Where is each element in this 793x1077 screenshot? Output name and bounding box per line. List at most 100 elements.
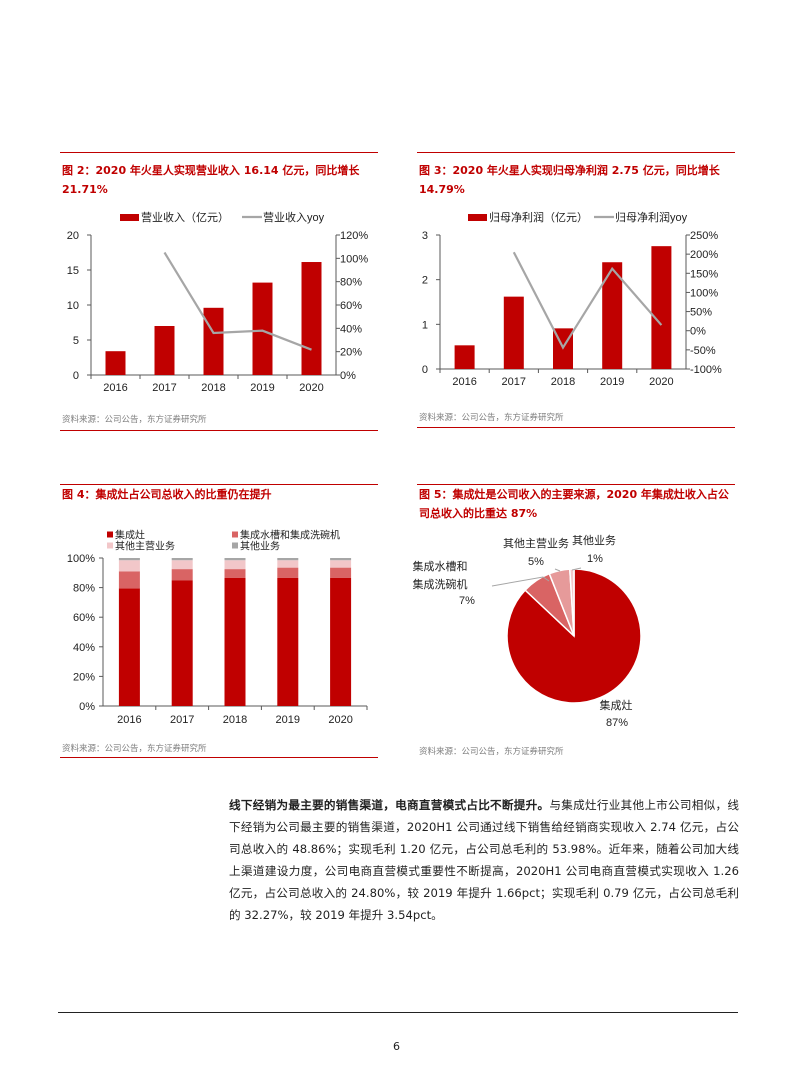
stacked-bar-segment [277, 567, 299, 578]
pie-label-name: 集成灶 [600, 698, 633, 712]
stacked-bar-segment [330, 560, 352, 568]
x-tick-label: 2016 [103, 382, 127, 394]
y-tick-label: 20 [67, 230, 79, 242]
legend-line-label: 归母净利润yoy [615, 210, 688, 224]
legend-bar-label: 营业收入（亿元） [141, 210, 229, 224]
pie-leader-line [491, 576, 550, 587]
y2-tick-label: 20% [340, 347, 362, 359]
stacked-bar-segment [277, 560, 299, 568]
pie-label-name: 集成洗碗机 [413, 577, 468, 591]
legend-line-label: 营业收入yoy [263, 210, 325, 224]
figure-4-title: 图 4：集成灶占公司总收入的比重仍在提升 [62, 488, 272, 501]
y2-tick-label: 100% [690, 287, 718, 299]
pie-leader-line [571, 567, 582, 571]
figure-bottom-rule [60, 757, 378, 758]
x-tick-label: 2018 [551, 376, 575, 388]
stacked-bar-segment [171, 558, 193, 561]
x-tick-label: 2019 [276, 714, 300, 726]
figure-2-source: 资料来源：公司公告，东方证券研究所 [62, 415, 207, 425]
figure-bottom-rule [60, 430, 378, 431]
legend-label: 集成灶 [115, 529, 145, 542]
pie-label-name: 其他主营业务 [503, 536, 569, 550]
bar [154, 326, 175, 375]
y-tick-label: 2 [422, 275, 428, 287]
bar [301, 262, 322, 375]
figure-top-rule [417, 152, 735, 153]
x-tick-label: 2020 [299, 382, 323, 394]
pie-label-value: 87% [606, 717, 628, 729]
y2-tick-label: -100% [690, 364, 722, 376]
y2-tick-label: 120% [340, 230, 368, 242]
figure-2-title: 图 2：2020 年火星人实现营业收入 16.14 亿元，同比增长 21.71% [62, 164, 360, 196]
figure-top-rule [60, 152, 378, 153]
legend-label: 其他业务 [240, 540, 280, 553]
pie-label-value: 7% [459, 595, 475, 607]
bar [203, 307, 224, 375]
bar [503, 296, 524, 369]
pie-label-name: 其他业务 [572, 534, 616, 547]
x-tick-label: 2016 [452, 376, 476, 388]
x-tick-label: 2017 [170, 714, 194, 726]
y2-tick-label: 40% [340, 323, 362, 335]
y-tick-label: 100% [67, 553, 95, 565]
yoy-line [163, 251, 312, 351]
pie-label-name: 集成水槽和 [413, 559, 468, 573]
y-tick-label: 15 [67, 265, 79, 277]
y-tick-label: 80% [73, 583, 95, 595]
bar [105, 351, 126, 375]
y2-tick-label: 60% [340, 300, 362, 312]
yoy-line [512, 251, 663, 350]
stacked-bar-segment [118, 560, 140, 572]
bar [651, 246, 672, 369]
bar [252, 282, 273, 375]
y-tick-label: 20% [73, 671, 95, 683]
bar [454, 345, 475, 369]
y2-tick-label: 0% [690, 326, 706, 338]
stacked-bar-segment [224, 558, 246, 561]
y2-tick-label: 200% [690, 249, 718, 261]
x-tick-label: 2017 [152, 382, 176, 394]
pie-slice [568, 568, 575, 637]
bar [602, 262, 623, 369]
stacked-bar-segment [330, 567, 352, 578]
footer-rule [58, 1012, 738, 1013]
stacked-bar-segment [277, 577, 299, 706]
y2-tick-label: 250% [690, 230, 718, 242]
stacked-bar-segment [224, 569, 246, 578]
legend-label: 集成水槽和集成洗碗机 [240, 529, 340, 542]
x-tick-label: 2020 [328, 714, 352, 726]
y2-tick-label: 50% [690, 307, 712, 319]
x-tick-label: 2017 [502, 376, 526, 388]
body-paragraph: 线下经销为最主要的销售渠道，电商直营模式占比不断提升。与集成灶行业其他上市公司相… [229, 794, 739, 926]
page-number: 6 [393, 1040, 400, 1053]
legend-bar-label: 归母净利润（亿元） [489, 210, 588, 224]
figure-5-title: 图 5：集成灶是公司收入的主要来源，2020 年集成灶收入占公司总收入的比重达 … [419, 488, 729, 520]
x-tick-label: 2016 [117, 714, 141, 726]
pie-leader-line [554, 568, 561, 572]
x-tick-label: 2020 [649, 376, 673, 388]
figure-5-source: 资料来源：公司公告，东方证券研究所 [419, 747, 564, 757]
paragraph-lead: 线下经销为最主要的销售渠道，电商直营模式占比不断提升。 [229, 798, 550, 812]
x-tick-label: 2018 [223, 714, 247, 726]
stacked-bar-segment [171, 580, 193, 706]
pie-label-value: 5% [528, 556, 544, 568]
legend-bar-swatch [120, 214, 139, 221]
figure-3-title: 图 3：2020 年火星人实现归母净利润 2.75 亿元，同比增长 14.79% [419, 164, 720, 196]
y2-tick-label: -50% [690, 345, 716, 357]
y-tick-label: 10 [67, 300, 79, 312]
y2-tick-label: 0% [340, 370, 356, 382]
legend-swatch [232, 542, 238, 549]
pie-label-value: 1% [587, 553, 603, 565]
figure-4-source: 资料来源：公司公告，东方证券研究所 [62, 744, 207, 754]
paragraph-text: 与集成灶行业其他上市公司相似，线下经销为公司最主要的销售渠道，2020H1 公司… [229, 798, 739, 922]
figure-3-source: 资料来源：公司公告，东方证券研究所 [419, 413, 564, 423]
x-tick-label: 2019 [250, 382, 274, 394]
figure-bottom-rule [417, 427, 735, 428]
stacked-bar-segment [330, 558, 352, 561]
x-tick-label: 2018 [201, 382, 225, 394]
legend-bar-swatch [468, 214, 487, 221]
stacked-bar-segment [330, 577, 352, 706]
y-tick-label: 40% [73, 642, 95, 654]
stacked-bar-segment [224, 560, 246, 570]
